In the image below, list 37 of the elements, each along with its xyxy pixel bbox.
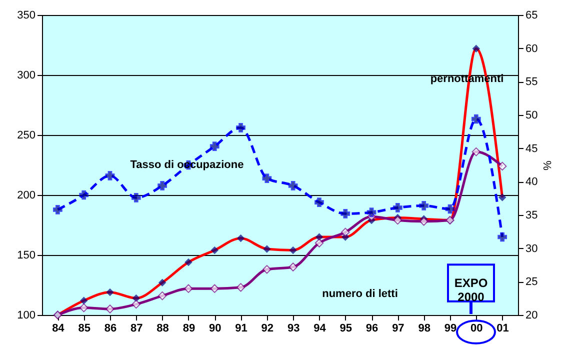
x-tick-label: 90 [208,322,222,334]
x-tick-label: 01 [496,322,509,334]
y2-tick-label: 35 [526,210,538,222]
x-tick-label: 91 [235,322,248,334]
x-tick-label: 00 [470,322,483,334]
y-tick-label: 250 [17,130,36,142]
x-tick-label: 98 [418,322,430,334]
y2-tick-label: 30 [526,242,538,255]
y-tick-label: 150 [17,250,36,262]
x-tick-label: 97 [392,322,404,334]
x-tick-label: 89 [182,322,196,334]
annotation: EXPO 2000 [454,276,488,304]
x-tick-label: 86 [104,322,117,334]
y2-tick-label: 20 [526,310,538,322]
y2-tick-label: 65 [526,10,538,22]
y-tick-label: 350 [17,10,36,22]
x-tick-label: 88 [156,322,169,334]
x-tick-label: 87 [130,322,143,334]
x-tick-label: 95 [340,322,352,334]
y2-tick-label: 60 [526,42,538,55]
y2-tick-label: 45 [526,142,538,155]
x-tick-label: 85 [78,322,90,334]
y-tick-label: 100 [17,310,36,322]
y2-tick-label: 40 [526,176,538,188]
x-tick-label: 92 [261,322,274,334]
y2-tick-label: 55 [526,76,538,88]
y2-axis-title: % [540,160,553,171]
x-tick-label: 96 [366,322,378,334]
x-tick-label: 84 [52,322,66,334]
y2-tick-label: 50 [526,110,538,122]
x-tick-label: 93 [287,322,300,334]
y-tick-label: 300 [17,70,36,82]
text: numero di letti [322,288,398,300]
x-tick-label: 94 [314,322,327,334]
y-tick-label: 200 [17,190,36,202]
x-tick-label: 99 [444,322,457,334]
y2-tick-label: 25 [526,276,538,288]
